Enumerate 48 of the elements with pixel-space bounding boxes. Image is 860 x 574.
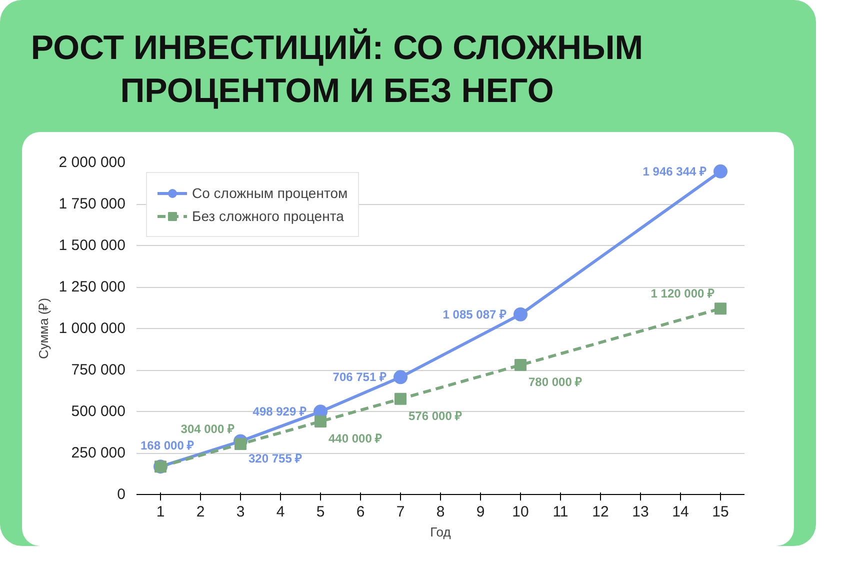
chart-title: РОСТ ИНВЕСТИЦИЙ: СО СЛОЖНЫМ ПРОЦЕНТОМ И БЕЗ НЕГО	[30, 27, 644, 112]
data-label: 304 000 ₽	[180, 422, 235, 436]
x-tick-label: 12	[592, 504, 609, 520]
x-tick-label: 14	[672, 504, 689, 520]
data-label: 1 120 000 ₽	[650, 286, 714, 301]
x-tick-label: 6	[356, 504, 365, 520]
data-label: 168 000 ₽	[140, 438, 194, 453]
y-tick-label: 1 500 000	[58, 237, 126, 254]
legend-label: Со сложным процентом	[192, 185, 348, 201]
x-tick-label: 9	[476, 504, 485, 520]
y-tick-label: 1 750 000	[58, 196, 126, 212]
data-label: 1 085 087 ₽	[442, 307, 506, 322]
x-tick-label: 13	[632, 504, 649, 520]
point	[714, 302, 726, 315]
point	[234, 438, 246, 450]
data-label: 780 000 ₽	[528, 375, 582, 390]
y-tick-label: 500 000	[71, 403, 126, 420]
point	[514, 307, 528, 322]
point	[394, 370, 408, 384]
x-tick-label: 4	[276, 504, 285, 520]
x-tick-label: 1	[156, 504, 165, 520]
point	[714, 164, 728, 178]
point	[514, 359, 526, 372]
x-tick-label: 3	[236, 504, 245, 520]
y-tick-label: 1 250 000	[58, 278, 126, 296]
x-tick-label: 7	[396, 504, 405, 520]
x-tick-label: 15	[712, 504, 729, 520]
y-tick-label: 1 000 000	[58, 320, 126, 337]
point	[394, 392, 406, 405]
y-tick-label: 2 000 000	[58, 154, 126, 171]
legend-label: Без сложного процента	[192, 208, 344, 224]
x-tick-label: 10	[512, 504, 529, 520]
data-label: 320 755 ₽	[248, 451, 302, 466]
y-tick-label: 750 000	[71, 362, 126, 378]
x-axis-title: Год	[430, 524, 452, 540]
x-tick-label: 11	[552, 504, 568, 520]
x-tick-label: 5	[316, 504, 325, 520]
data-label: 440 000 ₽	[328, 431, 382, 446]
point	[314, 415, 326, 428]
y-tick-label: 0	[117, 486, 126, 503]
data-label: 706 751 ₽	[332, 370, 387, 384]
data-label: 576 000 ₽	[408, 408, 462, 423]
data-label: 498 929 ₽	[252, 404, 307, 419]
x-tick-label: 2	[196, 504, 205, 520]
data-label: 1 946 344 ₽	[642, 164, 706, 178]
y-tick-label: 250 000	[71, 444, 126, 462]
x-tick-label: 8	[436, 504, 445, 520]
y-axis-title: Сумма (₽)	[36, 298, 51, 360]
